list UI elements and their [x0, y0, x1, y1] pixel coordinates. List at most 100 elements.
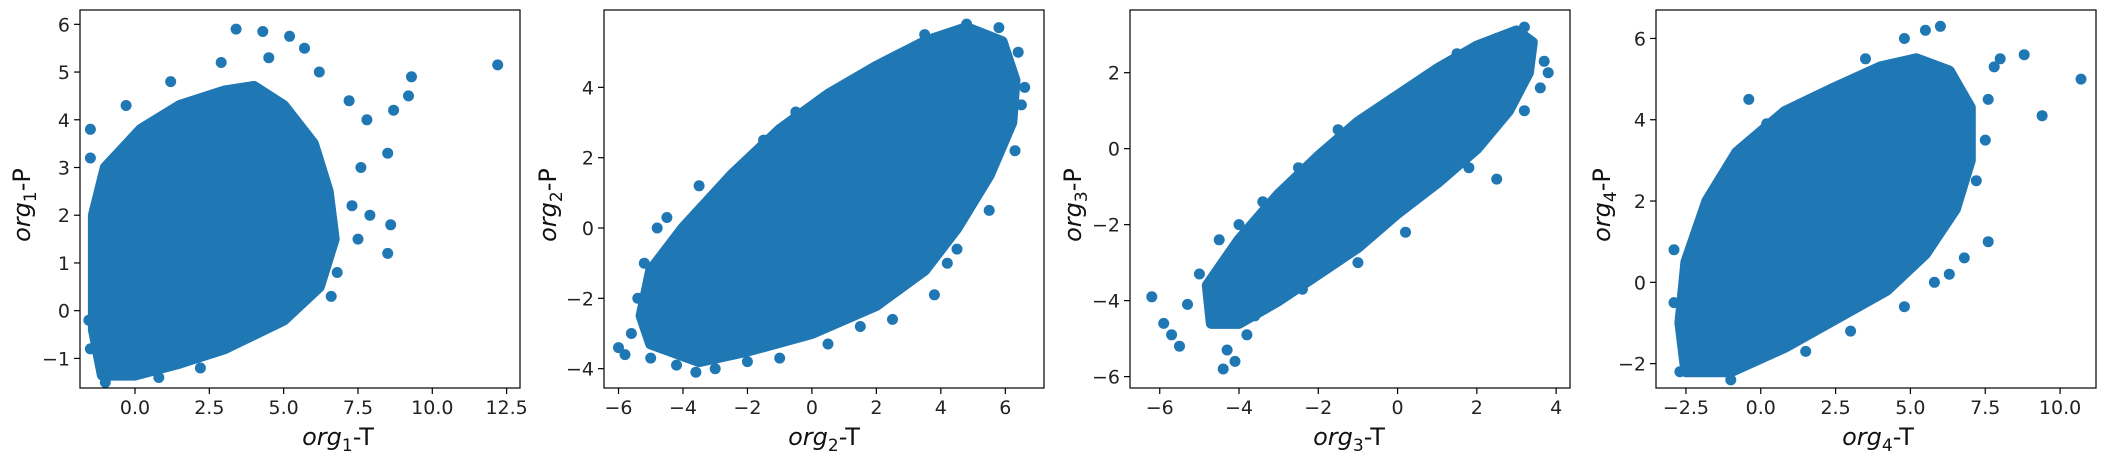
y-tick-label: −2 [1618, 354, 1646, 376]
scatter-point [1451, 48, 1463, 60]
scatter-point [651, 222, 663, 234]
scatter-point [385, 219, 397, 231]
plot-area-2: −6 −4 −2 0 2 4 6 −4 −2 0 2 4 [566, 9, 1045, 419]
y-tick-label: −2 [1092, 215, 1120, 237]
scatter-point [403, 90, 414, 102]
scatter-point [645, 352, 657, 364]
scatter-point [120, 100, 132, 111]
scatter-point [1463, 162, 1475, 174]
y-tick-label: −6 [1092, 367, 1120, 389]
scatter-point [690, 366, 702, 378]
scatter-point [693, 180, 705, 192]
scatter-point [887, 313, 898, 325]
subplot-3: −6 −4 −2 0 2 4 −6 −4 −2 0 2 org3-T org3-P [1059, 9, 1571, 456]
x-tick-label: 4 [1550, 397, 1562, 419]
y-tick-label: 0 [582, 218, 594, 240]
x-tick-label: −2 [733, 397, 761, 419]
x-tick-label: 2.5 [194, 397, 224, 419]
scatter-point [1919, 24, 1931, 36]
x-axis-label-1: org1-T [302, 423, 374, 456]
x-tick-label: −6 [604, 397, 632, 419]
x-tick-label: 0 [806, 397, 818, 419]
scatter-point [1743, 93, 1755, 105]
scatter-point [619, 349, 631, 361]
scatter-point [1970, 175, 1982, 187]
scatter-point [1934, 20, 1946, 32]
y-tick-label: 0 [1634, 272, 1646, 294]
scatter-point [230, 23, 242, 35]
scatter-point [1217, 363, 1229, 375]
scatter-point [1193, 268, 1205, 280]
scatter-point [194, 362, 206, 374]
axes-frame-4 [1655, 9, 2097, 389]
y-tick-label: 0 [1108, 139, 1120, 161]
y-tick-label: −4 [1092, 291, 1120, 313]
scatter-point [1674, 366, 1686, 378]
scatter-point [1411, 82, 1423, 94]
y-tick-label: 2 [1108, 63, 1120, 85]
scatter-point [638, 257, 650, 269]
scatter-point [153, 372, 165, 383]
y-axis-label-2: org2-P [534, 168, 567, 242]
subplot-1: 0.0 2.5 5.0 7.5 10.0 12.5 −1 0 1 2 3 4 5 6 org1-T org… [8, 9, 528, 456]
scatter-point [406, 71, 417, 83]
y-tick-label: 2 [58, 205, 70, 227]
scatter-point [492, 59, 504, 71]
scatter-point [1860, 53, 1871, 65]
x-tick-label: −2.5 [1663, 397, 1709, 419]
scatter-point [2018, 49, 2030, 61]
scatter-point [325, 290, 337, 302]
y-axis-label-3: org3-P [1059, 168, 1092, 242]
scatter-point [1229, 355, 1241, 367]
axes-frame-3 [1129, 9, 1571, 389]
scatter-point [993, 22, 1005, 34]
x-tick-label: 4 [935, 397, 947, 419]
y-tick-label: 5 [58, 62, 70, 84]
scatter-point [1988, 61, 2000, 73]
scatter-point [388, 104, 400, 116]
point-cloud-1 [87, 80, 340, 381]
plot-area-4: −2.5 0.0 2.5 5.0 7.5 10.0 −2 0 2 4 6 [1618, 9, 2097, 419]
scatter-point [382, 247, 394, 259]
scatter-point [774, 352, 786, 364]
y-tick-label: 6 [58, 14, 70, 36]
scatter-point [284, 30, 296, 42]
scatter-point [2036, 110, 2048, 122]
scatter-point [1542, 67, 1554, 79]
y-tick-label: 2 [1634, 191, 1646, 213]
scatter-point [84, 152, 96, 164]
scatter-point [1182, 298, 1193, 310]
y-tick-label: 4 [582, 77, 594, 99]
point-cloud-4 [1674, 53, 1976, 378]
scatter-point [355, 162, 367, 173]
scatter-point [1710, 195, 1722, 207]
scatter-point [1518, 105, 1530, 117]
x-axis-label-2: org2-T [788, 423, 860, 456]
x-axis-label-3: org3-T [1313, 423, 1385, 456]
scatter-point [941, 257, 953, 269]
scatter-point [1146, 291, 1158, 303]
scatter-point [1538, 55, 1550, 67]
y-tick-label: 2 [582, 148, 594, 170]
y-axis-label-4: org4-P [1588, 168, 1621, 242]
scatter-point [951, 243, 963, 255]
scatter-point [343, 95, 355, 107]
scatter-point [1233, 219, 1245, 231]
scatter-point [84, 123, 96, 135]
x-tick-label: 10.0 [411, 397, 453, 419]
scatter-point [790, 106, 802, 118]
scatter-point [613, 342, 624, 354]
scatter-point [1761, 118, 1773, 130]
scatter-point [1249, 310, 1261, 322]
scatter-point [1491, 173, 1503, 185]
x-tick-label: 12.5 [485, 397, 527, 419]
x-axis-label-4: org4-T [1842, 423, 1914, 456]
scatter-point [1982, 93, 1994, 105]
scatter-point [1928, 276, 1940, 288]
scatter-point [1979, 134, 1991, 146]
scatter-point [1400, 226, 1411, 238]
x-tick-label: 7.5 [343, 397, 373, 419]
point-cloud-2 [635, 22, 1021, 368]
y-tick-label: −1 [42, 348, 70, 370]
